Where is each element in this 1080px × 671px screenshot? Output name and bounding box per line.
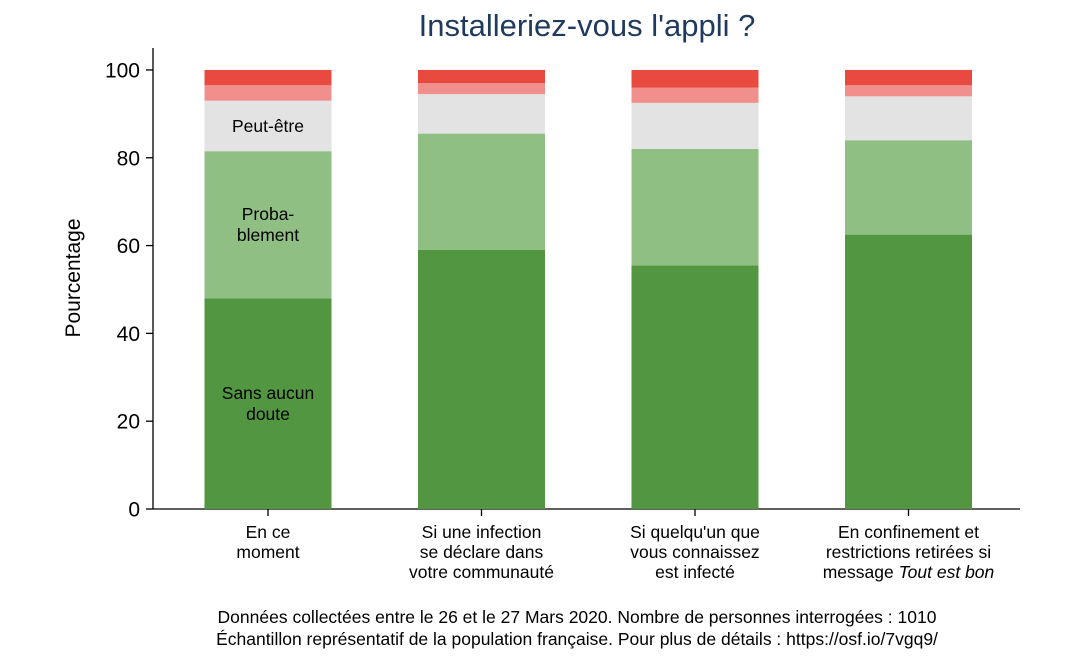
bar-segment-sans-aucun-doute [631, 265, 759, 509]
bar-segment-probablement-pas [631, 87, 759, 103]
bar-segment-probablement [631, 148, 759, 266]
y-tick-label: 40 [117, 323, 140, 346]
segment-label: Sans aucun [222, 383, 314, 403]
chart-title: Installeriez-vous l'appli ? [419, 8, 756, 43]
bar-segment-sans-aucun-doute [418, 249, 545, 509]
segment-label: doute [246, 404, 290, 424]
segment-label: blement [237, 225, 299, 245]
y-axis-label: Pourcentage [62, 218, 85, 337]
bar-segment-surement-pas [631, 69, 759, 88]
bar-segment-surement-pas [418, 69, 545, 84]
bar-segment-probablement-pas [418, 83, 545, 95]
bar-segment-peut-etre [418, 94, 545, 134]
x-category-label: restrictions retirées si [826, 542, 991, 562]
x-category-label: vous connaissez [630, 542, 759, 562]
x-category-label: se déclare dans [420, 542, 544, 562]
footnote-collection: Données collectées entre le 26 et le 27 … [218, 607, 937, 627]
segment-label: Peut-être [232, 116, 304, 136]
bar-segment-probablement-pas [204, 85, 332, 101]
y-tick-label: 100 [105, 59, 140, 82]
x-category-label: En ce [246, 522, 291, 542]
x-category-label: est infecté [655, 562, 735, 582]
x-category-label: Si quelqu'un que [630, 522, 760, 542]
bar-segment-peut-etre [204, 100, 332, 152]
x-category-label: En confinement et [838, 522, 979, 542]
bar-segment-surement-pas [204, 69, 332, 86]
x-category-label: Si une infection [422, 522, 542, 542]
bar-segment-probablement-pas [845, 85, 972, 97]
bar-segment-surement-pas [845, 69, 972, 86]
y-tick-label: 20 [117, 411, 140, 434]
y-tick-label: 0 [128, 499, 140, 522]
bar-segment-peut-etre [631, 102, 759, 149]
bar-segment-probablement [204, 151, 332, 299]
bars [204, 69, 972, 509]
y-tick-label: 60 [117, 235, 140, 258]
bar-segment-probablement [418, 133, 545, 250]
footnote-sample: Échantillon représentatif de la populati… [216, 629, 938, 649]
y-tick-label: 80 [117, 147, 140, 170]
x-category-label: votre communauté [409, 562, 554, 582]
bar-segment-probablement [845, 140, 972, 235]
bar-segment-peut-etre [845, 96, 972, 141]
segment-label: Proba- [242, 204, 295, 224]
x-category-label: moment [236, 542, 299, 562]
bar-segment-sans-aucun-doute [204, 298, 332, 509]
bar-segment-sans-aucun-doute [845, 234, 972, 509]
x-category-label: message Tout est bon [823, 562, 995, 582]
